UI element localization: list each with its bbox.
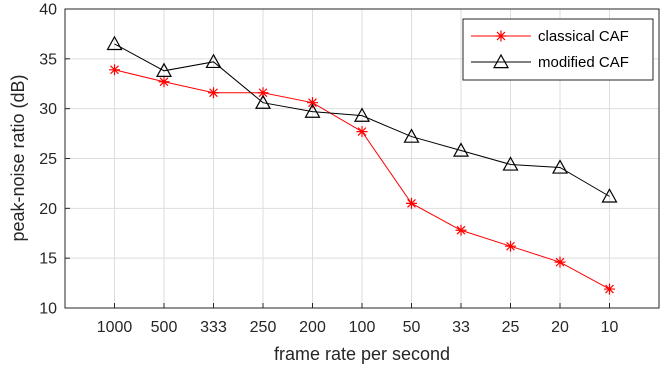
triangle-marker (304, 103, 321, 118)
x-tick-label: 500 (151, 319, 178, 336)
triangle-marker (353, 107, 371, 122)
y-axis-label: peak-noise ratio (dB) (8, 74, 28, 241)
asterisk-marker (158, 76, 170, 88)
axis-ticks: 1000 500 333 250 200 100 50 33 25 20 10 10 15 20 25 30 3… (39, 2, 618, 337)
triangle-marker (551, 159, 569, 174)
legend-box (462, 18, 654, 81)
x-tick-label: 1000 (97, 319, 133, 336)
legend-label: classical CAF (538, 28, 629, 45)
x-tick-label: 25 (502, 319, 520, 336)
asterisk-marker (406, 197, 417, 209)
x-tick-label: 250 (250, 319, 277, 336)
asterisk-marker (604, 283, 615, 295)
x-tick-label: 333 (200, 319, 227, 336)
asterisk-marker (257, 87, 269, 99)
asterisk-marker (356, 126, 368, 138)
y-tick-label: 40 (39, 2, 57, 19)
y-tick-label: 25 (39, 151, 57, 168)
x-tick-label: 100 (349, 319, 376, 336)
x-axis-label: frame rate per second (274, 344, 450, 364)
series-1 (109, 64, 615, 295)
triangle-marker (492, 53, 510, 69)
legend: classical CAF modified CAF (462, 18, 654, 81)
x-tick-label: 200 (299, 319, 326, 336)
x-tick-label: 20 (551, 319, 569, 336)
legend-label: modified CAF (538, 54, 629, 71)
x-tick-label: 10 (601, 319, 619, 336)
data-series (106, 35, 618, 295)
triangle-marker (155, 62, 173, 77)
y-tick-label: 30 (39, 101, 57, 118)
asterisk-marker (505, 240, 516, 252)
legend-entry: classical CAF (471, 28, 629, 45)
triangle-marker (452, 142, 470, 157)
asterisk-marker (208, 87, 219, 99)
y-tick-label: 35 (39, 51, 57, 68)
x-tick-label: 33 (452, 319, 470, 336)
triangle-marker (205, 53, 222, 69)
triangle-marker (502, 156, 519, 171)
series-2 (106, 35, 618, 203)
asterisk-marker (307, 97, 318, 109)
triangle-marker (601, 188, 618, 203)
y-tick-label: 20 (39, 201, 57, 218)
y-tick-label: 10 (39, 301, 57, 318)
asterisk-marker (495, 30, 507, 42)
asterisk-marker (109, 64, 120, 76)
legend-entry: modified CAF (471, 53, 629, 71)
triangle-marker (106, 35, 123, 51)
x-tick-label: 50 (403, 319, 421, 336)
series-line (114, 43, 610, 197)
asterisk-marker (455, 224, 467, 236)
y-tick-label: 15 (39, 251, 57, 268)
asterisk-marker (554, 256, 566, 268)
triangle-marker (403, 128, 420, 143)
triangle-marker (254, 94, 272, 109)
